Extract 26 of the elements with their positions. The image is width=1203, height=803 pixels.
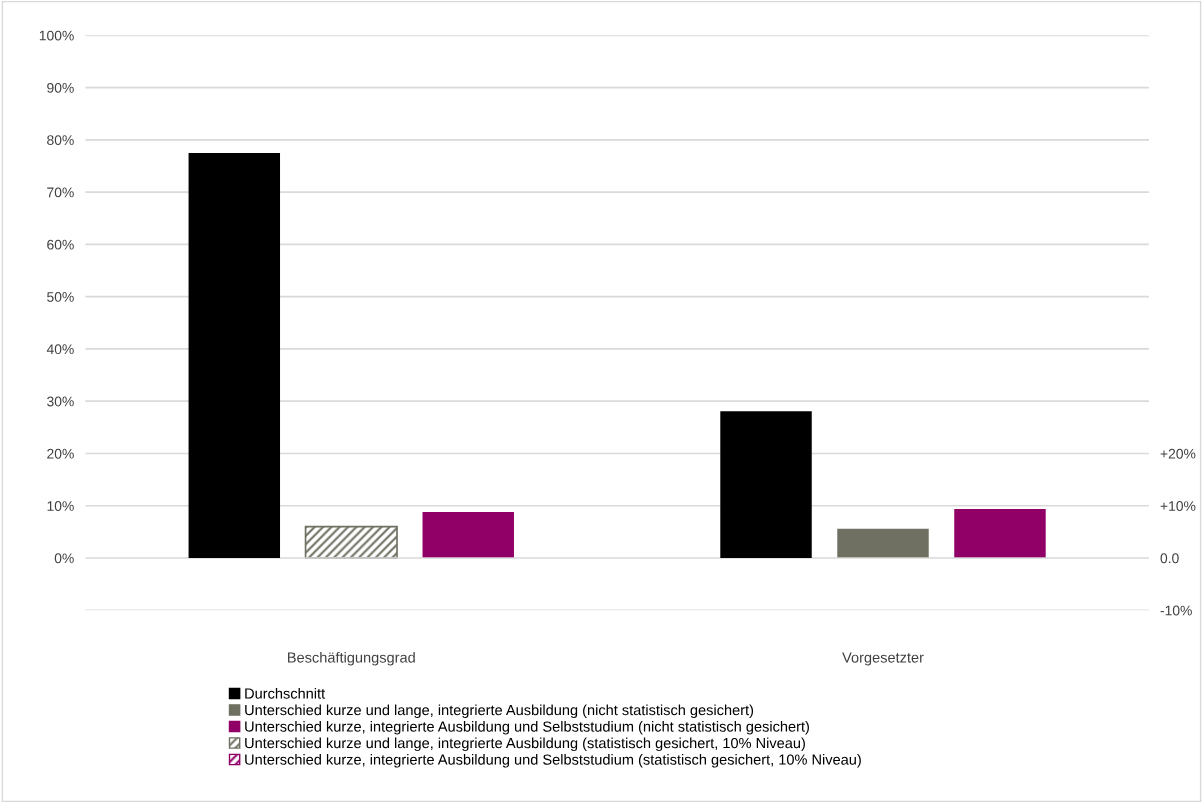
bar xyxy=(837,528,929,559)
y-tick-label: 20% xyxy=(47,448,74,459)
legend-label: Unterschied kurze, integrierte Ausbildung und Selbststudium (statistisch gesichert, 10% Niveau) xyxy=(245,754,861,768)
y-tick-label: 40% xyxy=(46,344,74,355)
y2-tick-label: -10% xyxy=(1160,605,1192,616)
y-tick-label: 90% xyxy=(47,82,74,93)
legend-label: Unterschied kurze und lange, integrierte Ausbildung (statistisch gesichert, 10% Niveau) xyxy=(245,737,805,752)
y-tick-label: 100% xyxy=(39,30,74,41)
x-tick-label: Vorgesetzter xyxy=(842,652,924,666)
legend-label: Unterschied kurze, integrierte Ausbildung und Selbststudium (nicht statistisch gesichert) xyxy=(245,721,809,735)
y-tick-label: 60% xyxy=(47,239,74,250)
legend-label: Durchschnitt xyxy=(245,687,326,699)
x-tick-label: Beschäftigungsgrad xyxy=(288,651,415,666)
bar xyxy=(954,508,1046,559)
y-tick-label: 10% xyxy=(47,501,74,511)
y2-tick-label: 0.0 xyxy=(1160,553,1179,564)
y2-tick-label: +20% xyxy=(1160,448,1196,459)
bar xyxy=(304,525,398,559)
y-tick-label: 30% xyxy=(47,396,74,407)
bar xyxy=(422,512,514,559)
y-tick-label: 70% xyxy=(47,187,74,198)
y2-tick-label: +10% xyxy=(1160,501,1196,511)
y-tick-label: 80% xyxy=(47,135,74,146)
y-tick-label: 50% xyxy=(47,292,74,302)
y-tick-label: 0% xyxy=(54,553,74,564)
legend-label: Unterschied kurze und lange, integrierte Ausbildung (nicht statistisch gesichert) xyxy=(245,704,754,719)
